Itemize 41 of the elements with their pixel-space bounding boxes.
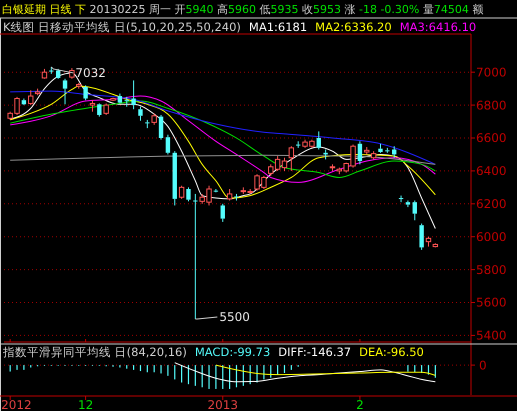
candlestick	[392, 146, 396, 158]
y-tick-label: 6800	[476, 98, 507, 112]
series-label: DEA:-96.50	[359, 345, 424, 359]
candlestick	[398, 195, 404, 203]
y-tick-label: 5800	[476, 262, 507, 277]
ref-line-label: 0	[479, 358, 487, 372]
annotation: 5500	[219, 310, 250, 324]
candlestick	[358, 140, 362, 165]
chart-subtitle: K线图 日移动平均线 日(5,10,20,25,50,240)	[3, 20, 241, 34]
candlestick	[145, 119, 150, 129]
y-tick-label: 5600	[476, 296, 507, 310]
line-series	[10, 154, 436, 165]
text: MA3:6416.10	[400, 20, 476, 34]
candlestick	[118, 93, 122, 104]
y-tick-label: 6200	[476, 197, 507, 212]
x-tick-label: 2	[356, 398, 364, 411]
y-tick-label: 5400	[476, 328, 507, 343]
x-tick-label: 2013	[207, 398, 238, 411]
candlestick	[138, 106, 143, 122]
y-tick-label: 7000	[476, 65, 507, 80]
candlestick	[172, 150, 177, 206]
candlestick	[131, 80, 136, 110]
text: MA2:6336.20	[315, 20, 392, 34]
x-tick-label: 12	[78, 398, 94, 411]
chart-title: 指数平滑异同平均线 日(84,20,16)	[2, 345, 187, 359]
text: MA1:6181	[248, 20, 308, 34]
candlestick	[323, 149, 328, 160]
series-label: MACD:-99.73	[194, 345, 270, 359]
chart-title: 白银延期 日线 下 20130225 周一 开5940 高5960 低5935 收5953 涨 -18 -0.30% 量74504 额	[2, 3, 484, 16]
annotation: 7032	[75, 66, 106, 80]
candlestick	[193, 193, 198, 320]
line-series	[10, 86, 436, 199]
x-tick-label: 2012	[1, 398, 32, 411]
candlestick	[124, 96, 129, 108]
candlestick	[90, 100, 96, 112]
candlestick	[296, 140, 300, 148]
y-tick-label: 6600	[476, 131, 507, 146]
series-label: DIFF:-146.37	[278, 345, 352, 359]
y-tick-label: 6400	[476, 164, 507, 178]
candlestick	[378, 143, 383, 154]
y-tick-label: 6000	[476, 230, 507, 244]
